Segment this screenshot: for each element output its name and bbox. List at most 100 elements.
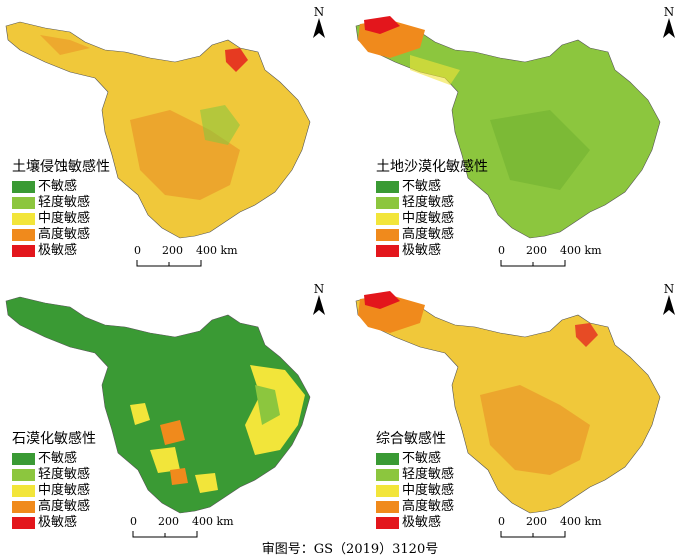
legend-swatch bbox=[12, 500, 35, 513]
legend-label: 中度敏感 bbox=[38, 211, 91, 226]
legend-title: 石漠化敏感性 bbox=[12, 431, 96, 447]
legend-item: 高度敏感 bbox=[12, 499, 96, 514]
north-arrow: N bbox=[658, 6, 680, 40]
legend-item: 不敏感 bbox=[376, 451, 454, 466]
map-desertification bbox=[355, 16, 661, 239]
legend-label: 轻度敏感 bbox=[402, 467, 455, 482]
scale-line bbox=[132, 531, 198, 538]
north-arrow-icon bbox=[313, 295, 325, 315]
scale-label: 400 km bbox=[196, 244, 238, 257]
legend-item: 不敏感 bbox=[12, 179, 110, 194]
legend-title: 土地沙漠化敏感性 bbox=[376, 159, 488, 175]
legend-label: 中度敏感 bbox=[402, 211, 455, 226]
map-soil-erosion bbox=[5, 21, 311, 239]
scale-label: 0 bbox=[498, 244, 505, 257]
legend-item: 不敏感 bbox=[376, 179, 488, 194]
legend-item: 中度敏感 bbox=[12, 483, 96, 498]
legend-swatch bbox=[12, 228, 35, 241]
scale-label: 200 bbox=[162, 244, 183, 257]
scale-line bbox=[500, 531, 566, 538]
legend-label: 不敏感 bbox=[38, 179, 78, 194]
north-arrow: N bbox=[308, 6, 330, 40]
legend-swatch bbox=[376, 228, 399, 241]
legend-label: 不敏感 bbox=[402, 451, 442, 466]
legend-label: 不敏感 bbox=[38, 451, 78, 466]
legend-item: 极敏感 bbox=[12, 243, 110, 258]
scale-bar: 0 200 400 km bbox=[134, 244, 244, 272]
map-rocky-desertification bbox=[5, 296, 311, 514]
legend-label: 轻度敏感 bbox=[402, 195, 455, 210]
legend: 土地沙漠化敏感性 不敏感 轻度敏感 中度敏感 高度敏感 极敏感 bbox=[376, 160, 488, 259]
legend-title: 综合敏感性 bbox=[376, 431, 446, 447]
legend-swatch bbox=[376, 180, 399, 193]
legend-label: 轻度敏感 bbox=[38, 467, 91, 482]
scale-label: 0 bbox=[130, 515, 137, 528]
scale-label: 400 km bbox=[192, 515, 234, 528]
scale-label: 0 bbox=[498, 515, 505, 528]
north-label: N bbox=[313, 282, 325, 296]
legend-item: 极敏感 bbox=[12, 515, 96, 530]
legend-label: 高度敏感 bbox=[38, 499, 91, 514]
legend-item: 高度敏感 bbox=[376, 227, 488, 242]
legend-item: 中度敏感 bbox=[376, 483, 454, 498]
legend-label: 轻度敏感 bbox=[38, 195, 91, 210]
legend-label: 极敏感 bbox=[402, 515, 442, 530]
scale-label: 0 bbox=[134, 244, 141, 257]
legend: 土壤侵蚀敏感性 不敏感 轻度敏感 中度敏感 高度敏感 极敏感 bbox=[12, 160, 110, 259]
legend-swatch bbox=[376, 452, 399, 465]
map-panel-soil-erosion: N 土壤侵蚀敏感性 不敏感 轻度敏感 中度敏感 高度敏感 极敏感 0 200 4… bbox=[0, 0, 350, 275]
legend-swatch bbox=[12, 180, 35, 193]
north-label: N bbox=[663, 282, 675, 296]
legend-item: 极敏感 bbox=[376, 515, 454, 530]
legend-swatch bbox=[376, 212, 399, 225]
scale-bar: 0 200 400 km bbox=[498, 244, 608, 272]
legend-item: 极敏感 bbox=[376, 243, 488, 258]
legend-label: 高度敏感 bbox=[402, 227, 455, 242]
north-arrow: N bbox=[308, 283, 330, 317]
legend-swatch bbox=[376, 500, 399, 513]
legend-label: 高度敏感 bbox=[38, 227, 91, 242]
legend-swatch bbox=[12, 516, 35, 529]
legend-label: 极敏感 bbox=[38, 515, 78, 530]
legend-swatch bbox=[376, 196, 399, 209]
north-arrow-icon bbox=[663, 295, 675, 315]
legend-item: 轻度敏感 bbox=[376, 467, 454, 482]
scale-bar: 0 200 400 km bbox=[498, 515, 608, 543]
legend: 综合敏感性 不敏感 轻度敏感 中度敏感 高度敏感 极敏感 bbox=[376, 432, 454, 531]
map-composite bbox=[355, 291, 661, 514]
legend-swatch bbox=[12, 484, 35, 497]
legend-label: 极敏感 bbox=[38, 243, 78, 258]
legend-label: 中度敏感 bbox=[402, 483, 455, 498]
legend-title: 土壤侵蚀敏感性 bbox=[12, 159, 110, 175]
legend-item: 中度敏感 bbox=[12, 211, 110, 226]
legend: 石漠化敏感性 不敏感 轻度敏感 中度敏感 高度敏感 极敏感 bbox=[12, 432, 96, 531]
legend-item: 中度敏感 bbox=[376, 211, 488, 226]
scale-line bbox=[136, 260, 202, 267]
legend-swatch bbox=[12, 452, 35, 465]
legend-item: 高度敏感 bbox=[376, 499, 454, 514]
legend-label: 中度敏感 bbox=[38, 483, 91, 498]
legend-swatch bbox=[376, 484, 399, 497]
legend-swatch bbox=[12, 196, 35, 209]
legend-swatch bbox=[12, 468, 35, 481]
map-approval-number: 审图号：GS（2019）3120号 bbox=[261, 542, 439, 557]
legend-label: 不敏感 bbox=[402, 179, 442, 194]
scale-label: 200 bbox=[526, 244, 547, 257]
legend-swatch bbox=[12, 212, 35, 225]
legend-item: 高度敏感 bbox=[12, 227, 110, 242]
scale-label: 200 bbox=[526, 515, 547, 528]
legend-swatch bbox=[12, 244, 35, 257]
scale-bar: 0 200 400 km bbox=[130, 515, 240, 543]
legend-swatch bbox=[376, 468, 399, 481]
north-label: N bbox=[663, 5, 675, 19]
map-panel-rocky-desertification: N 石漠化敏感性 不敏感 轻度敏感 中度敏感 高度敏感 极敏感 0 200 40… bbox=[0, 275, 350, 550]
scale-label: 400 km bbox=[560, 244, 602, 257]
legend-item: 轻度敏感 bbox=[12, 195, 110, 210]
legend-item: 轻度敏感 bbox=[12, 467, 96, 482]
north-arrow-icon bbox=[663, 18, 675, 38]
scale-line bbox=[500, 260, 566, 267]
legend-item: 不敏感 bbox=[12, 451, 96, 466]
scale-label: 400 km bbox=[560, 515, 602, 528]
legend-swatch bbox=[376, 244, 399, 257]
map-panel-composite: N 综合敏感性 不敏感 轻度敏感 中度敏感 高度敏感 极敏感 0 200 400… bbox=[350, 275, 700, 550]
